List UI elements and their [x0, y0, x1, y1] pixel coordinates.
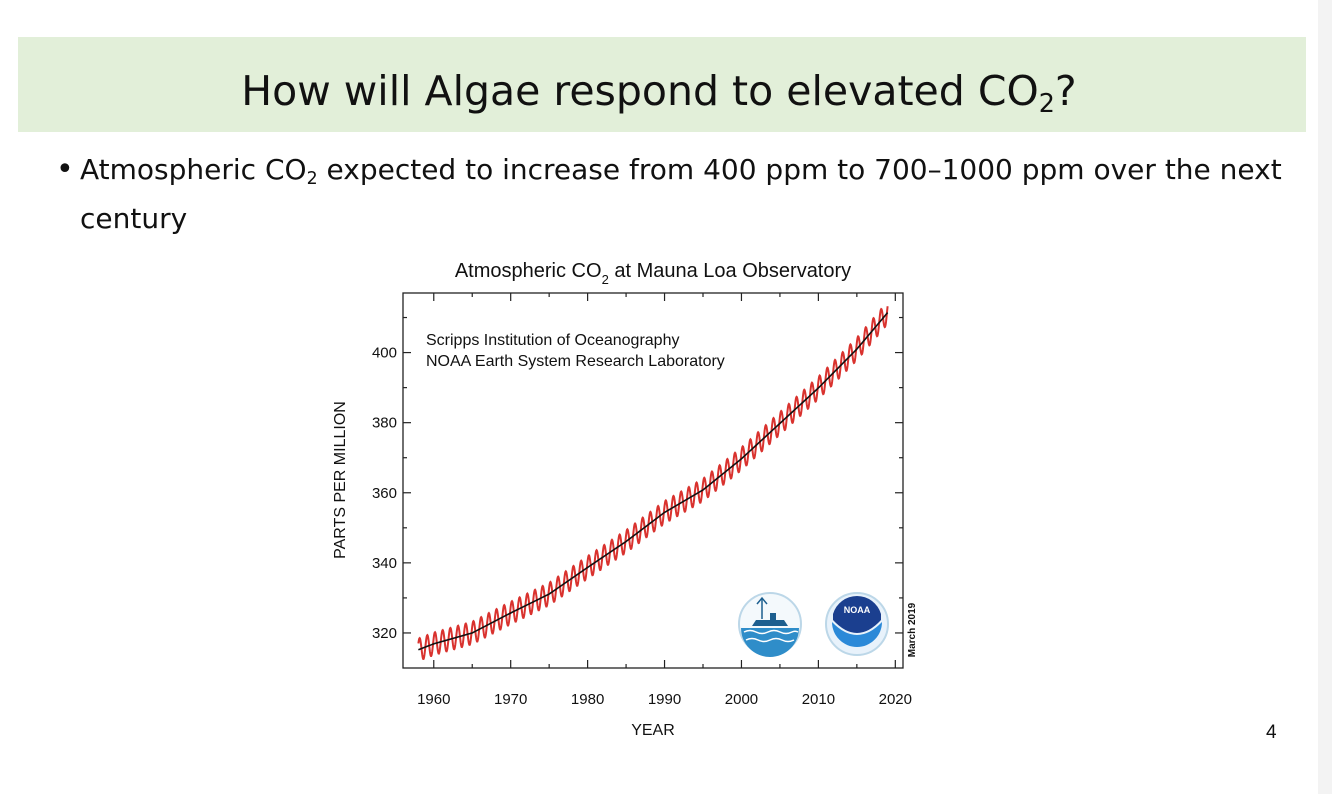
y-tick-labels: 320 340 360 380 400 [372, 345, 397, 642]
title-band [18, 37, 1306, 132]
y-tick-label: 320 [372, 625, 397, 642]
x-tick-label: 2000 [725, 691, 758, 708]
y-tick-label: 360 [372, 485, 397, 502]
bullet-text: Atmospheric CO2 expected to increase fro… [80, 153, 1282, 235]
x-tick-labels: 1960 1970 1980 1990 2000 2010 2020 [417, 691, 912, 708]
page-number: 4 [1266, 722, 1277, 743]
date-stamp: March 2019 [907, 602, 918, 657]
annotation-line-1: Scripps Institution of Oceanography [426, 332, 679, 349]
series-trend-co2 [418, 312, 889, 651]
series-monthly-co2 [417, 306, 889, 661]
slide-title: How will Algae respond to elevated CO2? [241, 67, 1077, 119]
chart-title: Atmospheric CO2 at Mauna Loa Observatory [455, 260, 851, 287]
y-tick-label: 340 [372, 555, 397, 572]
x-tick-label: 1990 [648, 691, 681, 708]
x-axis-label: YEAR [631, 722, 675, 739]
y-axis-label: PARTS PER MILLION [332, 401, 349, 559]
x-tick-label: 1980 [571, 691, 604, 708]
scripps-logo [738, 592, 802, 657]
axis-ticks [403, 293, 903, 668]
noaa-logo: NOAA [825, 592, 889, 656]
x-tick-label: 1960 [417, 691, 450, 708]
y-tick-label: 380 [372, 415, 397, 432]
noaa-logo-text: NOAA [844, 605, 871, 615]
y-tick-label: 400 [372, 345, 397, 362]
x-tick-label: 2020 [879, 691, 912, 708]
plot-frame [402, 292, 904, 669]
bullet-marker: • [56, 152, 74, 187]
x-tick-label: 2010 [802, 691, 835, 708]
x-tick-label: 1970 [494, 691, 527, 708]
annotation-line-2: NOAA Earth System Research Laboratory [426, 353, 725, 370]
